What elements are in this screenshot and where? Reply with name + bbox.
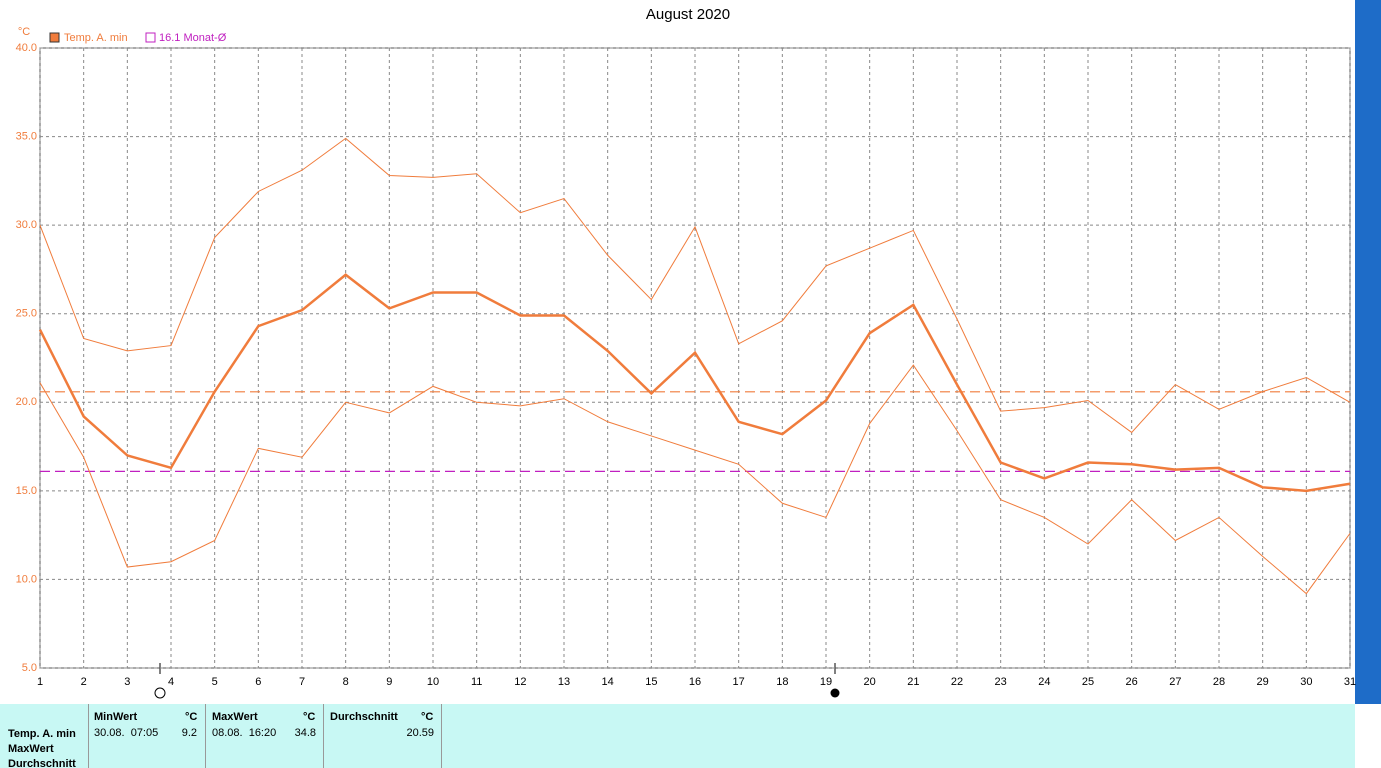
chart-title: August 2020 <box>646 6 730 23</box>
col-unit: °C <box>185 711 198 723</box>
chart: August 2020 °C 5.010.015.020.025.030.035… <box>16 0 1381 704</box>
x-tick-label: 15 <box>645 676 657 688</box>
y-tick-label: 25.0 <box>16 308 37 320</box>
row-label: MaxWert <box>8 743 54 755</box>
x-tick-label: 11 <box>471 676 482 688</box>
x-tick-label: 18 <box>776 676 788 688</box>
x-tick-label: 26 <box>1126 676 1138 688</box>
separator <box>441 704 442 768</box>
legend-swatch <box>49 32 60 43</box>
line <box>39 137 1351 434</box>
y-unit: °C <box>18 26 30 38</box>
col-header: MinWert <box>94 711 138 723</box>
legend-label: Temp. A. min <box>64 32 128 44</box>
x-tick-label: 25 <box>1082 676 1094 688</box>
col-header: MaxWert <box>212 711 258 723</box>
x-tick-label: 1 <box>37 676 43 688</box>
full-moon <box>154 687 166 699</box>
x-tick-label: 27 <box>1169 676 1181 688</box>
row-label: Temp. A. min <box>8 728 76 740</box>
x-tick-label: 8 <box>343 676 349 688</box>
cell: 30.08. 07:05 <box>94 727 159 739</box>
x-tick-label: 3 <box>124 676 130 688</box>
x-tick-label: 2 <box>81 676 87 688</box>
x-tick-label: 12 <box>514 676 526 688</box>
x-tick-label: 21 <box>907 676 919 688</box>
y-tick-label: 10.0 <box>16 573 37 585</box>
x-tick-label: 10 <box>427 676 439 688</box>
col-unit: °C <box>421 711 434 723</box>
new-moon <box>830 688 840 698</box>
x-tick-label: 14 <box>602 676 614 688</box>
x-tick-label: 23 <box>995 676 1007 688</box>
x-tick-label: 24 <box>1038 676 1050 688</box>
desktop-edge <box>1355 0 1381 704</box>
x-tick-label: 20 <box>864 676 876 688</box>
x-tick-label: 16 <box>689 676 701 688</box>
separator <box>205 704 206 768</box>
x-tick-label: 29 <box>1257 676 1269 688</box>
y-tick-label: 40.0 <box>16 42 37 54</box>
x-tick-label: 9 <box>386 676 392 688</box>
x-tick-label: 4 <box>168 676 174 688</box>
x-tick-label: 5 <box>212 676 218 688</box>
cell: 9.2 <box>181 727 197 739</box>
x-tick-label: 13 <box>558 676 570 688</box>
y-tick-label: 15.0 <box>16 485 37 497</box>
line <box>38 273 1351 493</box>
legend-label: 16.1 Monat-Ø <box>159 32 227 44</box>
separator <box>323 704 324 768</box>
col-header: Durchschnitt <box>330 711 398 723</box>
separator <box>88 704 89 768</box>
line <box>39 364 1351 595</box>
summary-table: Temp. A. min MaxWert Durchschnitt MinWer… <box>0 704 1355 768</box>
x-tick-label: 31 <box>1344 676 1356 688</box>
x-tick-label: 17 <box>733 676 745 688</box>
cell: 34.8 <box>294 727 316 739</box>
cell: 08.08. 16:20 <box>212 727 277 739</box>
y-tick-label: 30.0 <box>16 219 37 231</box>
y-tick-label: 20.0 <box>16 396 37 408</box>
x-tick-label: 19 <box>820 676 832 688</box>
x-tick-label: 30 <box>1300 676 1312 688</box>
x-tick-label: 28 <box>1213 676 1225 688</box>
x-tick-label: 7 <box>299 676 305 688</box>
row-label: Durchschnitt <box>8 758 76 768</box>
x-tick-label: 6 <box>255 676 261 688</box>
x-tick-label: 22 <box>951 676 963 688</box>
y-tick-label: 35.0 <box>16 130 37 142</box>
cell: 20.59 <box>406 727 434 739</box>
y-tick-label: 5.0 <box>22 662 37 674</box>
col-unit: °C <box>303 711 316 723</box>
legend-swatch <box>145 32 156 43</box>
